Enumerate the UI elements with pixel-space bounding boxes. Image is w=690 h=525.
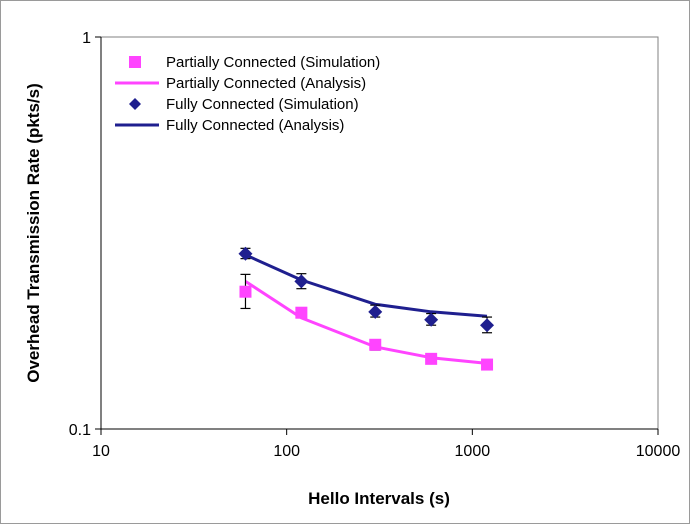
legend-label: Partially Connected (Analysis) (166, 75, 366, 92)
x-axis-label: Hello Intervals (s) (308, 489, 450, 508)
series-line (244, 253, 488, 318)
x-tick-label: 1000 (455, 443, 491, 460)
series-layer (238, 246, 495, 371)
legend-square-swatch (129, 56, 141, 68)
data-point-diamond (238, 246, 253, 261)
data-point-square (239, 285, 252, 298)
axes: 10 100 1000 10000 0.1 1 (69, 30, 681, 460)
x-tick-label: 100 (273, 443, 300, 460)
data-point-square (481, 358, 494, 371)
data-point-square (369, 338, 382, 351)
x-tick-label: 10000 (636, 443, 681, 460)
legend-label: Fully Connected (Analysis) (166, 117, 344, 134)
y-tick-label: 1 (82, 30, 91, 47)
x-tick-label: 10 (92, 443, 110, 460)
data-point-diamond (368, 304, 383, 319)
data-point-square (295, 306, 308, 319)
legend-diamond-swatch (129, 98, 141, 110)
legend-label: Partially Connected (Simulation) (166, 54, 380, 71)
legend-label: Fully Connected (Simulation) (166, 96, 359, 113)
legend: Partially Connected (Simulation) Partiall… (115, 54, 380, 134)
y-axis-label: Overhead Transmission Rate (pkts/s) (24, 83, 43, 383)
series-line (244, 280, 488, 365)
data-point-diamond (480, 318, 495, 333)
data-point-square (425, 352, 438, 365)
y-tick-label: 0.1 (69, 422, 91, 439)
data-point-diamond (294, 274, 309, 289)
data-point-diamond (424, 312, 439, 327)
